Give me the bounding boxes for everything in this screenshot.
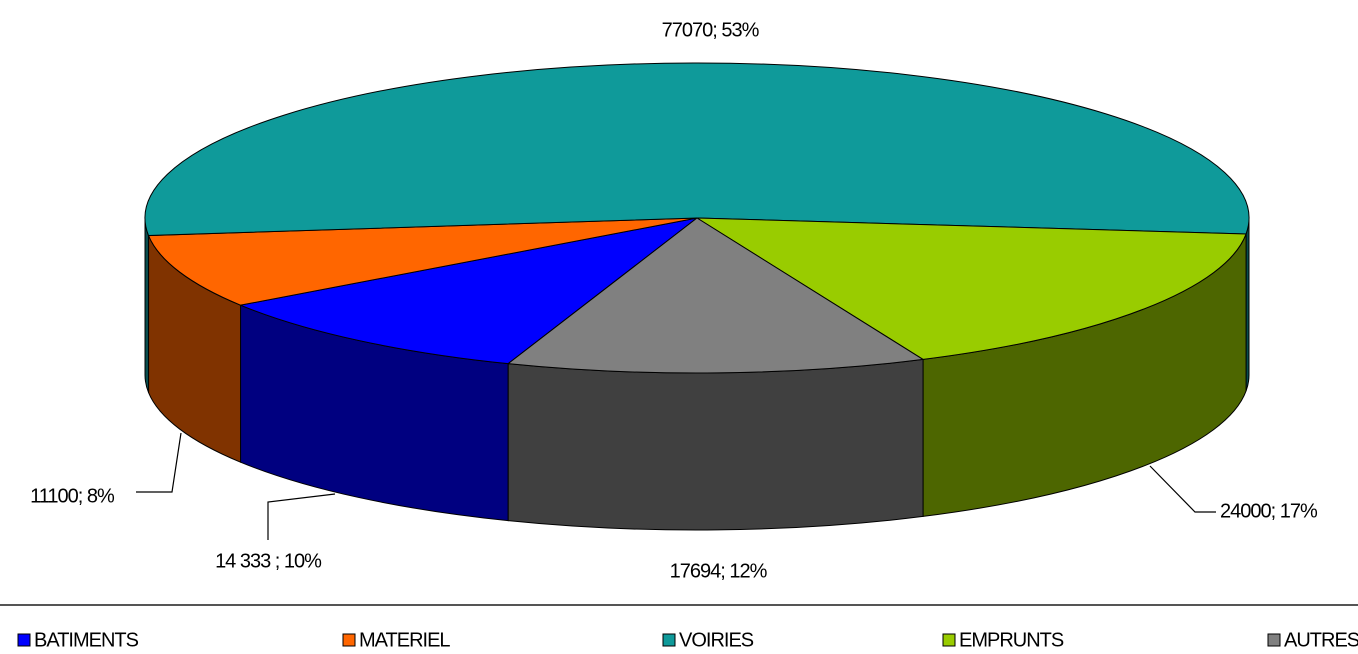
slice bbox=[147, 217, 698, 306]
data-label: 17694; 12% bbox=[670, 560, 768, 582]
leader-line bbox=[136, 432, 182, 493]
data-label: 14 333 ; 10% bbox=[215, 550, 322, 572]
legend-label: MATERIEL bbox=[359, 629, 450, 651]
legend-swatch bbox=[662, 633, 676, 647]
legend-label: AUTRES bbox=[1284, 629, 1358, 651]
data-label: 77070; 53% bbox=[662, 19, 760, 41]
legend-label: EMPRUNTS bbox=[959, 629, 1064, 651]
legend-label: VOIRIES bbox=[679, 629, 754, 651]
legend-label: BATIMENTS bbox=[34, 629, 139, 651]
slice bbox=[506, 217, 925, 374]
legend-swatch bbox=[342, 633, 356, 647]
legend: BATIMENTS MATERIEL VOIRIES EMPRUNTS AUTRES bbox=[17, 629, 1358, 651]
slice-side bbox=[507, 358, 924, 531]
leader-line bbox=[267, 493, 336, 540]
leader-line bbox=[1149, 465, 1216, 513]
legend-swatch bbox=[17, 633, 31, 647]
pie bbox=[144, 62, 1250, 531]
slice bbox=[695, 217, 1247, 360]
data-label: 24000; 17% bbox=[1220, 500, 1318, 522]
slice-side bbox=[144, 217, 150, 393]
slice bbox=[144, 62, 1250, 237]
legend-swatch bbox=[942, 633, 956, 647]
slice bbox=[238, 217, 698, 365]
data-label: 11100; 8% bbox=[30, 485, 115, 507]
legend-swatch bbox=[1267, 633, 1281, 647]
